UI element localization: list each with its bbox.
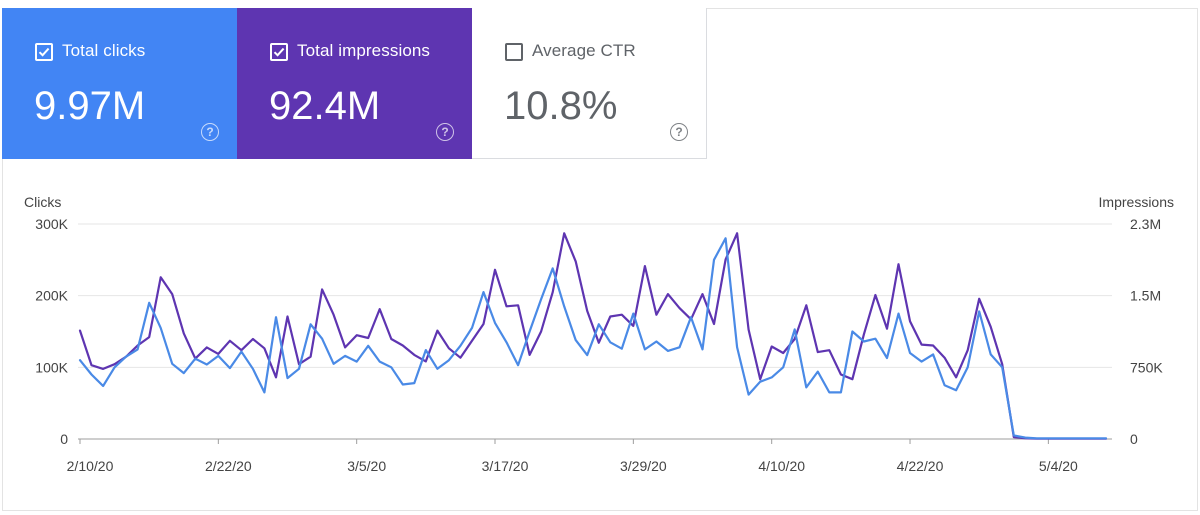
metric-cards: Total clicks 9.97M ? Total impressions 9…	[2, 8, 707, 159]
total-impressions-value: 92.4M	[269, 84, 381, 128]
help-icon[interactable]: ?	[201, 123, 219, 141]
x-axis-tick-label: 5/4/20	[1039, 458, 1078, 474]
checkbox-unchecked-icon[interactable]	[505, 43, 523, 61]
right-axis-title: Impressions	[1098, 194, 1174, 210]
total-clicks-value: 9.97M	[34, 84, 146, 128]
x-axis-tick-label: 4/10/20	[758, 458, 805, 474]
total-clicks-label: Total clicks	[62, 41, 146, 60]
average-ctr-label: Average CTR	[532, 41, 636, 60]
checkbox-checked-icon[interactable]	[35, 43, 53, 61]
checkbox-checked-icon[interactable]	[270, 43, 288, 61]
x-axis-tick-label: 3/29/20	[620, 458, 667, 474]
right-axis-tick-label: 0	[1130, 431, 1138, 447]
right-axis-tick-label: 1.5M	[1130, 288, 1161, 304]
average-ctr-value: 10.8%	[504, 84, 618, 128]
help-icon[interactable]: ?	[436, 123, 454, 141]
total-impressions-label: Total impressions	[297, 41, 431, 60]
left-axis-tick-label: 200K	[35, 288, 68, 304]
clicks-series-line	[78, 237, 1108, 440]
right-axis-tick-label: 750K	[1130, 359, 1163, 375]
left-axis-tick-label: 100K	[35, 359, 68, 375]
x-axis-tick-label: 2/22/20	[205, 458, 252, 474]
left-axis-tick-label: 300K	[35, 216, 68, 232]
x-axis-tick-label: 4/22/20	[897, 458, 944, 474]
left-axis-tick-label: 0	[60, 431, 68, 447]
impressions-series-line	[78, 232, 1108, 440]
x-axis-tick-label: 2/10/20	[67, 458, 114, 474]
average-ctr-card[interactable]: Average CTR 10.8% ?	[472, 8, 707, 159]
x-axis-tick-label: 3/17/20	[482, 458, 529, 474]
x-axis-tick-label: 3/5/20	[347, 458, 386, 474]
left-axis-title: Clicks	[24, 194, 62, 210]
total-impressions-card[interactable]: Total impressions 92.4M ?	[237, 8, 472, 159]
help-icon[interactable]: ?	[670, 123, 688, 141]
right-axis-tick-label: 2.3M	[1130, 216, 1161, 232]
total-clicks-card[interactable]: Total clicks 9.97M ?	[2, 8, 237, 159]
